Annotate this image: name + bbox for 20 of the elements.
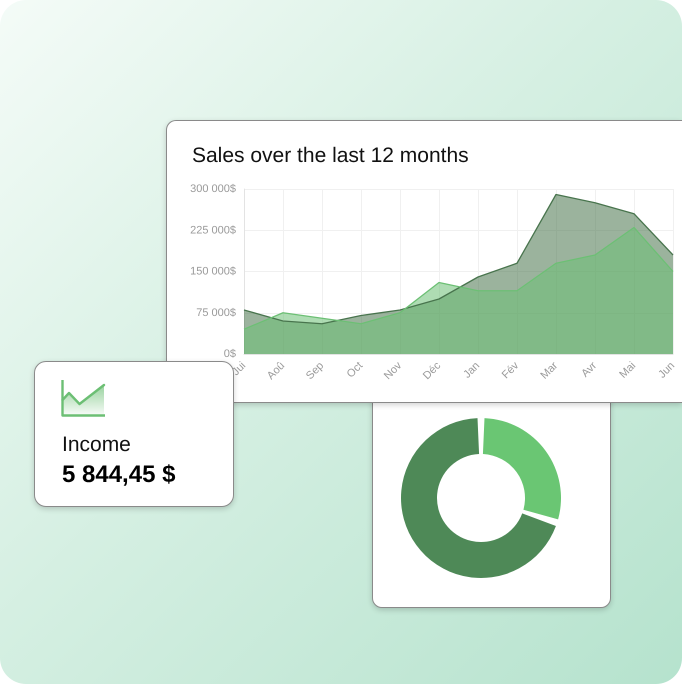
x-tick-label: Jan xyxy=(461,360,482,381)
text: 5 844,45 $ xyxy=(62,461,176,489)
x-tick-label: Fév xyxy=(500,359,522,382)
x-tick-label: Mar xyxy=(538,360,560,382)
y-tick-label: 225 000$ xyxy=(190,224,236,236)
y-tick-label: 75 000$ xyxy=(196,306,236,319)
x-tick-label: Sep xyxy=(304,360,326,382)
x-tick-label: Oct xyxy=(344,360,366,380)
x-tick-label: Mai xyxy=(617,360,638,381)
x-tick-label: Avr xyxy=(579,360,600,380)
text: Income xyxy=(62,433,131,457)
y-tick-label: 300 000$ xyxy=(190,183,236,195)
y-tick-label: 150 000$ xyxy=(190,266,236,278)
y-tick-label: 0$ xyxy=(224,348,236,360)
x-tick-label: Jui xyxy=(230,360,248,378)
x-tick-label: Aoû xyxy=(264,360,288,382)
chart-title: Sales over the last 12 months xyxy=(192,144,469,167)
x-tick-label: Nov xyxy=(382,359,405,382)
x-tick-label: Déc xyxy=(420,359,444,382)
x-tick-label: Jun xyxy=(656,360,678,381)
